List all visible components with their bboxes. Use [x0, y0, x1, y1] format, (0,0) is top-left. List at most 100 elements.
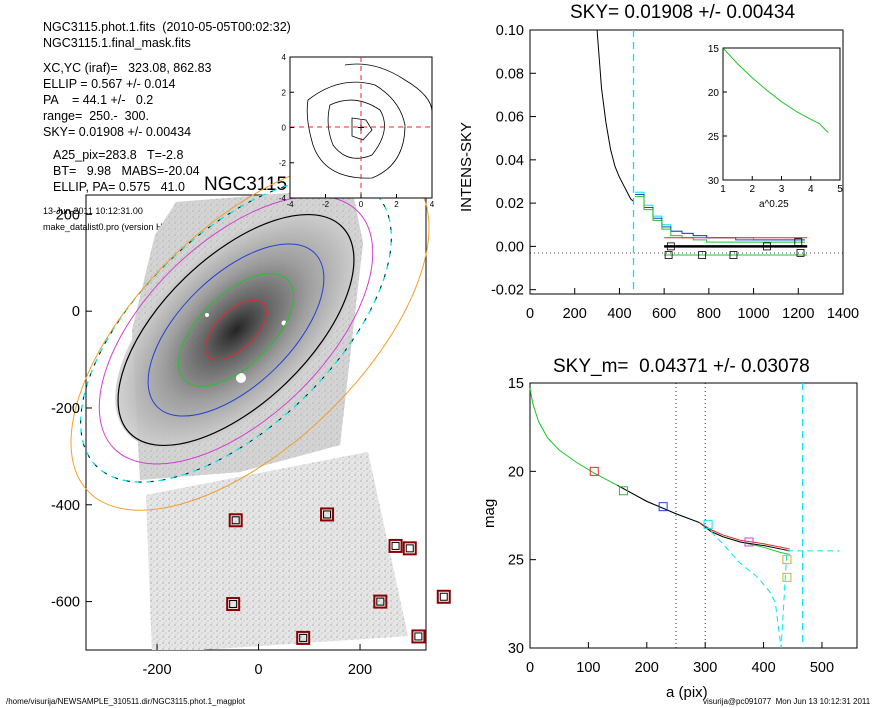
mag-xlabel: a (pix) — [666, 684, 708, 701]
header-xcyc: XC,YC (iraf)= 323.08, 862.83 — [43, 61, 212, 75]
sky-x-tick-label: 800 — [697, 306, 721, 322]
inset-x-tick-label: 3 — [779, 184, 785, 195]
x-tick-label: 0 — [254, 662, 262, 678]
mag-square-marker — [589, 466, 599, 476]
x-tick-label: -200 — [143, 662, 172, 678]
image-field-lower-noise — [146, 452, 408, 650]
header-sky: SKY= 0.01908 +/- 0.00434 — [43, 125, 192, 139]
isophote-black — [117, 213, 355, 447]
foreground-star — [236, 373, 246, 383]
mask-box — [388, 538, 403, 553]
galaxy-frame — [85, 194, 427, 651]
inset-y-tick-label: 20 — [708, 88, 720, 99]
mag-x-tick-label: 0 — [526, 660, 534, 676]
contour-inner — [351, 117, 373, 141]
contour-middle — [327, 99, 385, 159]
header-mask-line: NGC3115.1.final_mask.fits — [43, 36, 191, 50]
footer-path: /home/visurija/NEWSAMPLE_310511.dir/NGC3… — [6, 697, 245, 706]
inset-x-tick-label: 1 — [720, 184, 726, 195]
mag-series-line — [699, 522, 790, 550]
sky-y-tick-label: 0.00 — [496, 239, 524, 255]
sky-x-tick-label: 1400 — [827, 306, 859, 322]
sky-x-tick-label: 1200 — [782, 306, 814, 322]
mag-series-line — [529, 388, 790, 555]
mask-box-inner — [391, 541, 400, 550]
mask-box — [228, 513, 243, 528]
mask-box-inner — [231, 516, 240, 525]
y-tick-label: -400 — [51, 498, 80, 514]
contour-inset: -4 -2 0 2 4 -4 -2 0 2 4 — [279, 53, 435, 209]
mask-box — [373, 594, 388, 609]
sky-plot: 0 200 400 600 800 1000 1200 1400 0.10 0.08 0.06 0.0… — [491, 23, 859, 322]
inset-y-tick-label: 25 — [708, 132, 720, 143]
sky-plot-frame — [529, 29, 844, 295]
sky-series-line — [635, 193, 805, 241]
contour-x-tick-label: 4 — [430, 200, 435, 209]
header-file-line: NGC3115.phot.1.fits (2010-05-05T00:02:32… — [43, 20, 291, 34]
isophote-green — [177, 273, 295, 387]
sky-square-marker — [794, 238, 803, 246]
contour-arc — [344, 63, 433, 113]
mag-series-group — [529, 383, 840, 649]
footer-user: visurija@pc091077 Mon Jun 13 10:12:31 20… — [703, 697, 871, 706]
header-ellip-pa: ELLIP, PA= 0.575 41.0 — [53, 180, 185, 194]
mag-axis-ticks: 0 100 200 300 400 500 15 20 25 30 — [508, 376, 834, 676]
sky-y-tick-label: -0.02 — [491, 283, 524, 299]
sky-axis-ticks: 0 200 400 600 800 1000 1200 1400 0.10 0.08 0.06 0.0… — [491, 23, 859, 322]
foreground-star — [205, 313, 209, 317]
sky-square-marker — [666, 242, 675, 251]
isophote-magenta — [98, 195, 374, 465]
sky-square-marker — [763, 242, 771, 251]
sky-x-tick-label: 0 — [526, 306, 534, 322]
header-a25: A25_pix=283.8 T=-2.8 — [53, 148, 184, 162]
contour-axis-ticks: -4 -2 0 2 4 -4 -2 0 2 4 — [279, 53, 435, 209]
mag-x-tick-label: 400 — [751, 660, 775, 676]
mask-box-inner — [299, 633, 308, 642]
mask-box — [411, 629, 426, 644]
mag-plot-title: SKY_m= 0.04371 +/- 0.03078 — [553, 356, 810, 377]
mag-square-marker — [744, 537, 754, 547]
mask-box — [226, 597, 241, 612]
sky-square-marker — [796, 248, 805, 257]
mask-box-inner — [439, 592, 448, 601]
mask-box — [436, 589, 451, 604]
sky-y-tick-label: 0.06 — [496, 110, 524, 126]
contour-x-tick-label: -2 — [322, 200, 330, 209]
sky-x-tick-label: 1000 — [737, 306, 769, 322]
mask-boxes — [226, 507, 451, 645]
y-tick-label: 200 — [56, 207, 80, 223]
sky-x-tick-label: 600 — [652, 306, 676, 322]
inset-axis-ticks: 1 2 3 4 5 15 20 25 30 — [708, 44, 843, 195]
inset-x-tick-label: 4 — [808, 184, 814, 195]
sky-square-marker — [664, 251, 673, 259]
mag-square-marker — [782, 555, 792, 565]
galaxy-panel: -200 0 200 200 0 -200 -400 -600 — [51, 159, 451, 678]
contour-y-tick-label: -4 — [279, 194, 287, 203]
sky-series-group — [596, 29, 808, 294]
y-tick-label: -600 — [51, 595, 80, 611]
inset-series-line — [722, 47, 829, 133]
inset-y-tick-label: 30 — [708, 176, 720, 187]
sky-series-line — [635, 191, 805, 241]
sky-plot-title: SKY= 0.01908 +/- 0.00434 — [570, 2, 796, 23]
mag-y-tick-label: 20 — [508, 464, 524, 480]
mag-y-tick-label: 15 — [508, 376, 524, 392]
header-range: range= 250.- 300. — [43, 109, 149, 123]
mask-box-inner — [405, 544, 414, 553]
mag-square-marker — [658, 502, 668, 512]
y-tick-label: 0 — [72, 304, 80, 320]
contour-outer — [306, 81, 406, 179]
header-pa: PA = 44.1 +/- 0.2 — [43, 93, 154, 107]
mag-series-line — [710, 531, 840, 649]
sky-y-tick-label: 0.10 — [496, 23, 524, 39]
contour-center-marker — [358, 124, 364, 131]
sky-x-tick-label: 200 — [563, 306, 587, 322]
contour-y-tick-label: 4 — [282, 53, 287, 62]
mask-box — [402, 541, 417, 556]
inset-x-tick-label: 5 — [837, 184, 843, 195]
inset-y-tick-label: 15 — [708, 44, 720, 55]
sky-x-tick-label: 400 — [607, 306, 631, 322]
header-date: 13-Jun-2011 10:12:31.00 — [43, 206, 143, 216]
mag-plot: 0 100 200 300 400 500 15 20 25 30 — [508, 376, 858, 676]
contour-x-tick-label: -4 — [286, 200, 294, 209]
